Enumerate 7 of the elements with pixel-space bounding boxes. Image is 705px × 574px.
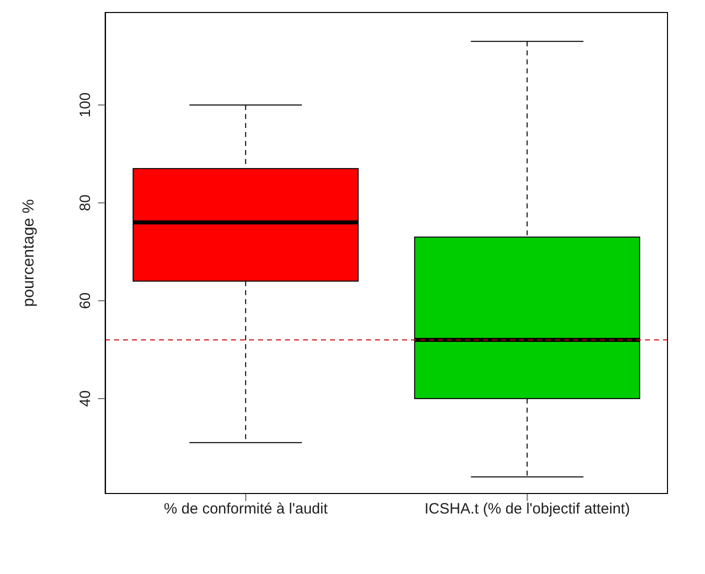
- y-tick-label: 80: [77, 194, 94, 212]
- y-tick-label: 40: [77, 390, 94, 407]
- y-axis-title: pourcentage %: [20, 199, 38, 307]
- x-tick-label: ICSHA.t (% de l'objectif atteint): [424, 500, 630, 518]
- y-tick-label: 60: [77, 292, 94, 310]
- y-tick-label: 100: [77, 92, 94, 118]
- x-tick-label: % de conformité à l'audit: [164, 500, 328, 518]
